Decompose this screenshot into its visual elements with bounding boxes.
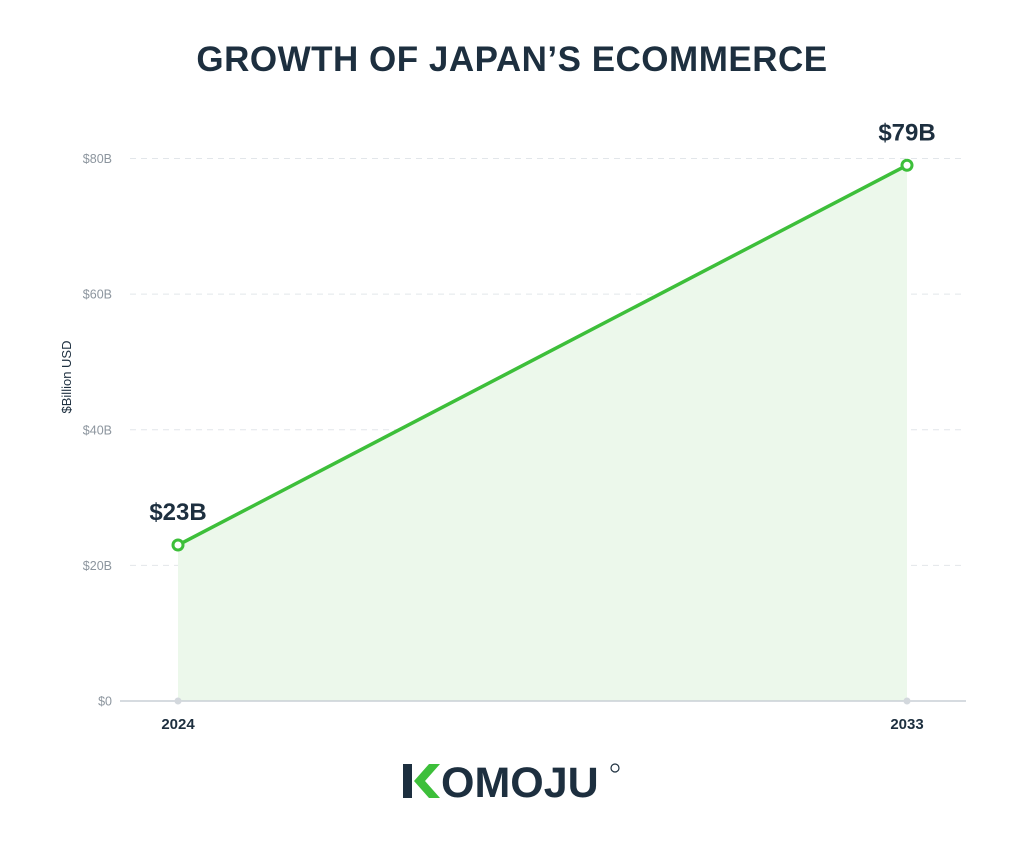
y-tick-label: $80B xyxy=(83,152,112,166)
data-label: $23B xyxy=(149,499,206,526)
data-label: $79B xyxy=(878,119,935,146)
logo-k-chevron-icon xyxy=(414,764,440,798)
series-line xyxy=(176,163,909,547)
area-fill-layer xyxy=(178,165,907,701)
logo-wordmark: OMOJU xyxy=(403,759,620,806)
x-tick-label: 2024 xyxy=(161,716,195,733)
komoju-logo: OMOJU xyxy=(0,758,1024,806)
tick-label-layer: $0 $20B $40B $60B $80B 2024 2033 $23B $79B xyxy=(83,119,936,733)
data-point xyxy=(900,158,914,172)
area-fill xyxy=(178,165,907,701)
y-axis-label: $Billion USD xyxy=(59,341,74,414)
x-tick-label: 2033 xyxy=(890,716,923,733)
series-line-layer xyxy=(171,158,914,552)
logo-text: OMOJU xyxy=(441,759,599,806)
y-tick-label: $20B xyxy=(83,559,112,573)
x-axis xyxy=(120,697,966,705)
chart-title: GROWTH OF JAPAN’S ECOMMERCE xyxy=(196,40,828,79)
logo-k-stem xyxy=(403,764,412,798)
x-tick-marker xyxy=(903,697,911,705)
y-tick-label: $40B xyxy=(83,423,112,437)
data-point xyxy=(171,538,185,552)
registered-mark-icon xyxy=(610,763,620,773)
y-tick-label: $0 xyxy=(98,695,112,709)
y-tick-label: $60B xyxy=(83,288,112,302)
x-tick-marker xyxy=(174,697,182,705)
